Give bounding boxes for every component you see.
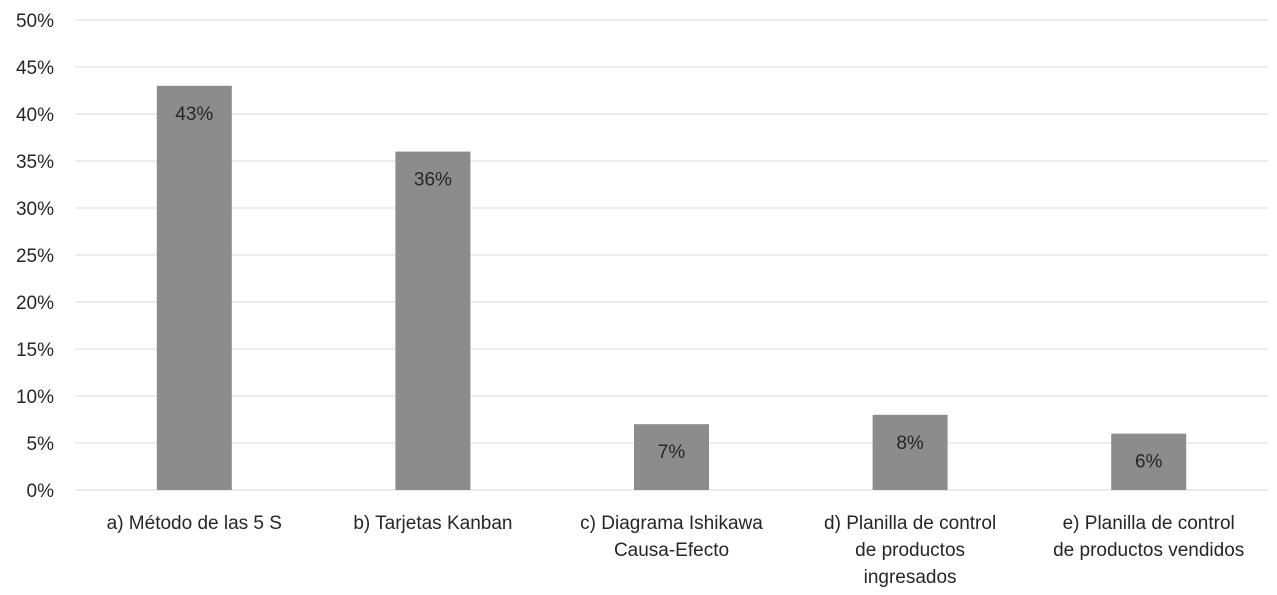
y-tick-label: 45% bbox=[16, 58, 54, 79]
x-category-label: d) Planilla de control de productos ingr… bbox=[824, 513, 997, 588]
y-tick-label: 25% bbox=[16, 246, 54, 267]
x-category-label: b) Tarjetas Kanban bbox=[353, 513, 513, 534]
bar-data-label: 8% bbox=[896, 433, 924, 454]
bar-data-label: 36% bbox=[414, 170, 452, 191]
bar-data-labels: 43% 36% 7% 8% 6% bbox=[175, 104, 1162, 473]
bar bbox=[395, 151, 471, 490]
y-tick-label: 35% bbox=[16, 152, 54, 173]
bars bbox=[156, 85, 1187, 491]
bar bbox=[634, 424, 709, 490]
y-tick-label: 5% bbox=[27, 434, 55, 455]
bar bbox=[1111, 433, 1187, 490]
bar-data-label: 7% bbox=[658, 442, 686, 463]
y-tick-label: 30% bbox=[16, 199, 54, 220]
y-tick-label: 15% bbox=[16, 340, 54, 361]
gridlines bbox=[75, 19, 1268, 491]
y-tick-label: 0% bbox=[27, 481, 55, 502]
x-category-label: e) Planilla de control de productos vend… bbox=[1053, 513, 1245, 561]
y-axis-tick-labels: 0% 5% 10% 15% 20% 25% 30% 35% 40% 45% 50% bbox=[16, 11, 54, 502]
x-category-label: c) Diagrama Ishikawa Causa-Efecto bbox=[580, 513, 763, 561]
y-tick-label: 10% bbox=[16, 387, 54, 408]
y-tick-label: 40% bbox=[16, 105, 54, 126]
y-tick-label: 50% bbox=[16, 11, 54, 32]
bar bbox=[156, 85, 232, 491]
bar-data-label: 6% bbox=[1135, 452, 1163, 473]
bar bbox=[872, 414, 948, 490]
y-tick-label: 20% bbox=[16, 293, 54, 314]
bar-data-label: 43% bbox=[175, 104, 213, 125]
x-category-label: a) Método de las 5 S bbox=[106, 513, 282, 534]
